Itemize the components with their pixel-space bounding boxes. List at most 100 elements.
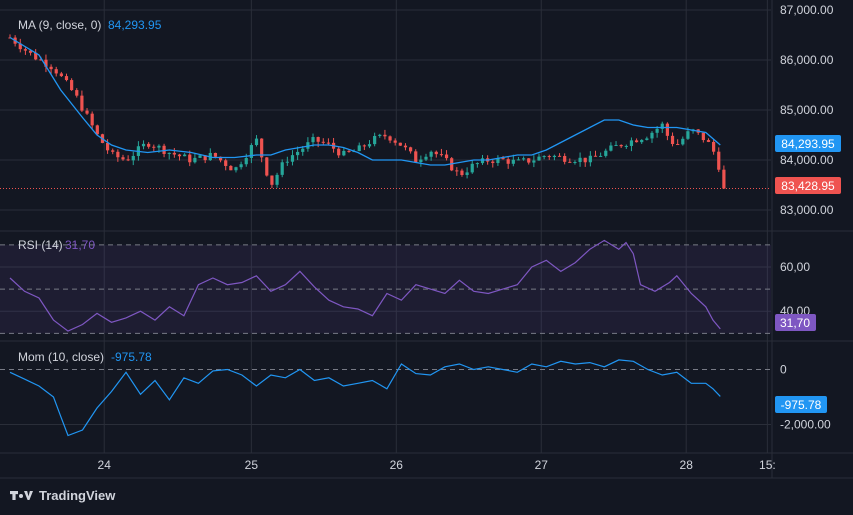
candle-body[interactable] bbox=[39, 59, 43, 61]
candle-body[interactable] bbox=[465, 172, 469, 175]
candle-body[interactable] bbox=[378, 134, 382, 136]
candle-body[interactable] bbox=[588, 155, 592, 163]
candle-body[interactable] bbox=[393, 140, 397, 143]
candle-body[interactable] bbox=[403, 145, 408, 148]
candle-body[interactable] bbox=[537, 156, 541, 161]
candle-body[interactable] bbox=[521, 158, 526, 160]
candle-body[interactable] bbox=[280, 162, 284, 175]
candle-body[interactable] bbox=[64, 76, 69, 81]
candle-body[interactable] bbox=[275, 174, 279, 185]
candle-body[interactable] bbox=[85, 110, 89, 114]
candle-body[interactable] bbox=[337, 148, 341, 156]
candle-body[interactable] bbox=[434, 151, 438, 155]
candle-body[interactable] bbox=[126, 159, 130, 161]
candle-body[interactable] bbox=[239, 164, 243, 168]
tradingview-brand[interactable]: TradingView bbox=[10, 488, 115, 503]
candle-body[interactable] bbox=[141, 143, 146, 147]
candle-body[interactable] bbox=[655, 128, 659, 133]
candle-body[interactable] bbox=[260, 138, 264, 158]
candle-body[interactable] bbox=[681, 138, 685, 145]
candle-body[interactable] bbox=[188, 154, 192, 163]
candle-body[interactable] bbox=[172, 152, 176, 155]
candle-body[interactable] bbox=[593, 155, 598, 157]
candle-body[interactable] bbox=[177, 154, 182, 157]
candle-body[interactable] bbox=[105, 142, 110, 151]
candle-body[interactable] bbox=[59, 73, 63, 77]
candle-body[interactable] bbox=[722, 169, 726, 189]
candle-body[interactable] bbox=[28, 50, 33, 53]
candle-body[interactable] bbox=[532, 160, 536, 163]
rsi-legend-label[interactable]: RSI (14) bbox=[18, 238, 63, 252]
candle-body[interactable] bbox=[634, 140, 639, 143]
candle-body[interactable] bbox=[244, 157, 248, 165]
candle-body[interactable] bbox=[80, 95, 84, 111]
candle-body[interactable] bbox=[90, 113, 94, 126]
candle-body[interactable] bbox=[614, 144, 618, 146]
candle-body[interactable] bbox=[34, 52, 38, 60]
candle-body[interactable] bbox=[249, 145, 253, 158]
candle-body[interactable] bbox=[111, 150, 115, 152]
candle-body[interactable] bbox=[398, 142, 402, 146]
candle-body[interactable] bbox=[629, 140, 634, 146]
candle-body[interactable] bbox=[357, 145, 361, 152]
candle-body[interactable] bbox=[660, 123, 664, 129]
candle-body[interactable] bbox=[23, 49, 28, 51]
candle-body[interactable] bbox=[193, 157, 197, 163]
candle-body[interactable] bbox=[152, 146, 156, 148]
candle-body[interactable] bbox=[455, 170, 459, 172]
candle-body[interactable] bbox=[131, 155, 135, 161]
candle-body[interactable] bbox=[578, 157, 582, 163]
candle-body[interactable] bbox=[54, 69, 58, 74]
candle-body[interactable] bbox=[383, 134, 387, 137]
candle-body[interactable] bbox=[665, 123, 669, 136]
candle-body[interactable] bbox=[640, 139, 644, 143]
candle-body[interactable] bbox=[496, 158, 500, 164]
candle-body[interactable] bbox=[18, 43, 22, 50]
candle-body[interactable] bbox=[49, 66, 53, 70]
candle-body[interactable] bbox=[306, 142, 310, 149]
candle-body[interactable] bbox=[234, 167, 238, 171]
candle-body[interactable] bbox=[414, 151, 418, 163]
candle-body[interactable] bbox=[599, 155, 603, 157]
candle-body[interactable] bbox=[95, 125, 99, 135]
candle-body[interactable] bbox=[429, 151, 433, 157]
price-pane[interactable] bbox=[0, 34, 771, 189]
candle-body[interactable] bbox=[311, 137, 315, 143]
candle-body[interactable] bbox=[619, 144, 623, 147]
candle-body[interactable] bbox=[301, 148, 305, 152]
candle-body[interactable] bbox=[167, 152, 171, 154]
candle-body[interactable] bbox=[121, 157, 125, 160]
candle-body[interactable] bbox=[373, 135, 377, 145]
candle-body[interactable] bbox=[198, 155, 202, 158]
candle-body[interactable] bbox=[706, 140, 711, 142]
candle-body[interactable] bbox=[712, 141, 716, 152]
candle-body[interactable] bbox=[501, 158, 505, 160]
candle-body[interactable] bbox=[460, 170, 464, 175]
candle-body[interactable] bbox=[480, 158, 485, 164]
candle-body[interactable] bbox=[157, 145, 161, 148]
candle-body[interactable] bbox=[203, 155, 207, 161]
candle-body[interactable] bbox=[609, 145, 613, 151]
candle-body[interactable] bbox=[290, 155, 295, 162]
candle-body[interactable] bbox=[347, 150, 351, 152]
candle-body[interactable] bbox=[527, 158, 531, 163]
candle-body[interactable] bbox=[686, 131, 690, 139]
momentum-pane[interactable] bbox=[0, 359, 771, 437]
candle-body[interactable] bbox=[362, 145, 366, 147]
candle-body[interactable] bbox=[409, 147, 413, 152]
candle-body[interactable] bbox=[516, 159, 521, 161]
candle-body[interactable] bbox=[563, 155, 567, 162]
candle-body[interactable] bbox=[326, 142, 331, 144]
candle-body[interactable] bbox=[367, 144, 372, 147]
ma-line[interactable] bbox=[9, 36, 721, 166]
candle-body[interactable] bbox=[424, 156, 428, 160]
candle-body[interactable] bbox=[439, 154, 444, 156]
mom-legend-label[interactable]: Mom (10, close) bbox=[18, 350, 104, 364]
candle-body[interactable] bbox=[444, 154, 449, 159]
candle-body[interactable] bbox=[254, 138, 259, 146]
candle-body[interactable] bbox=[568, 161, 572, 163]
candle-body[interactable] bbox=[183, 154, 187, 157]
candle-body[interactable] bbox=[342, 150, 346, 156]
candle-body[interactable] bbox=[491, 161, 495, 164]
candle-body[interactable] bbox=[44, 59, 48, 67]
